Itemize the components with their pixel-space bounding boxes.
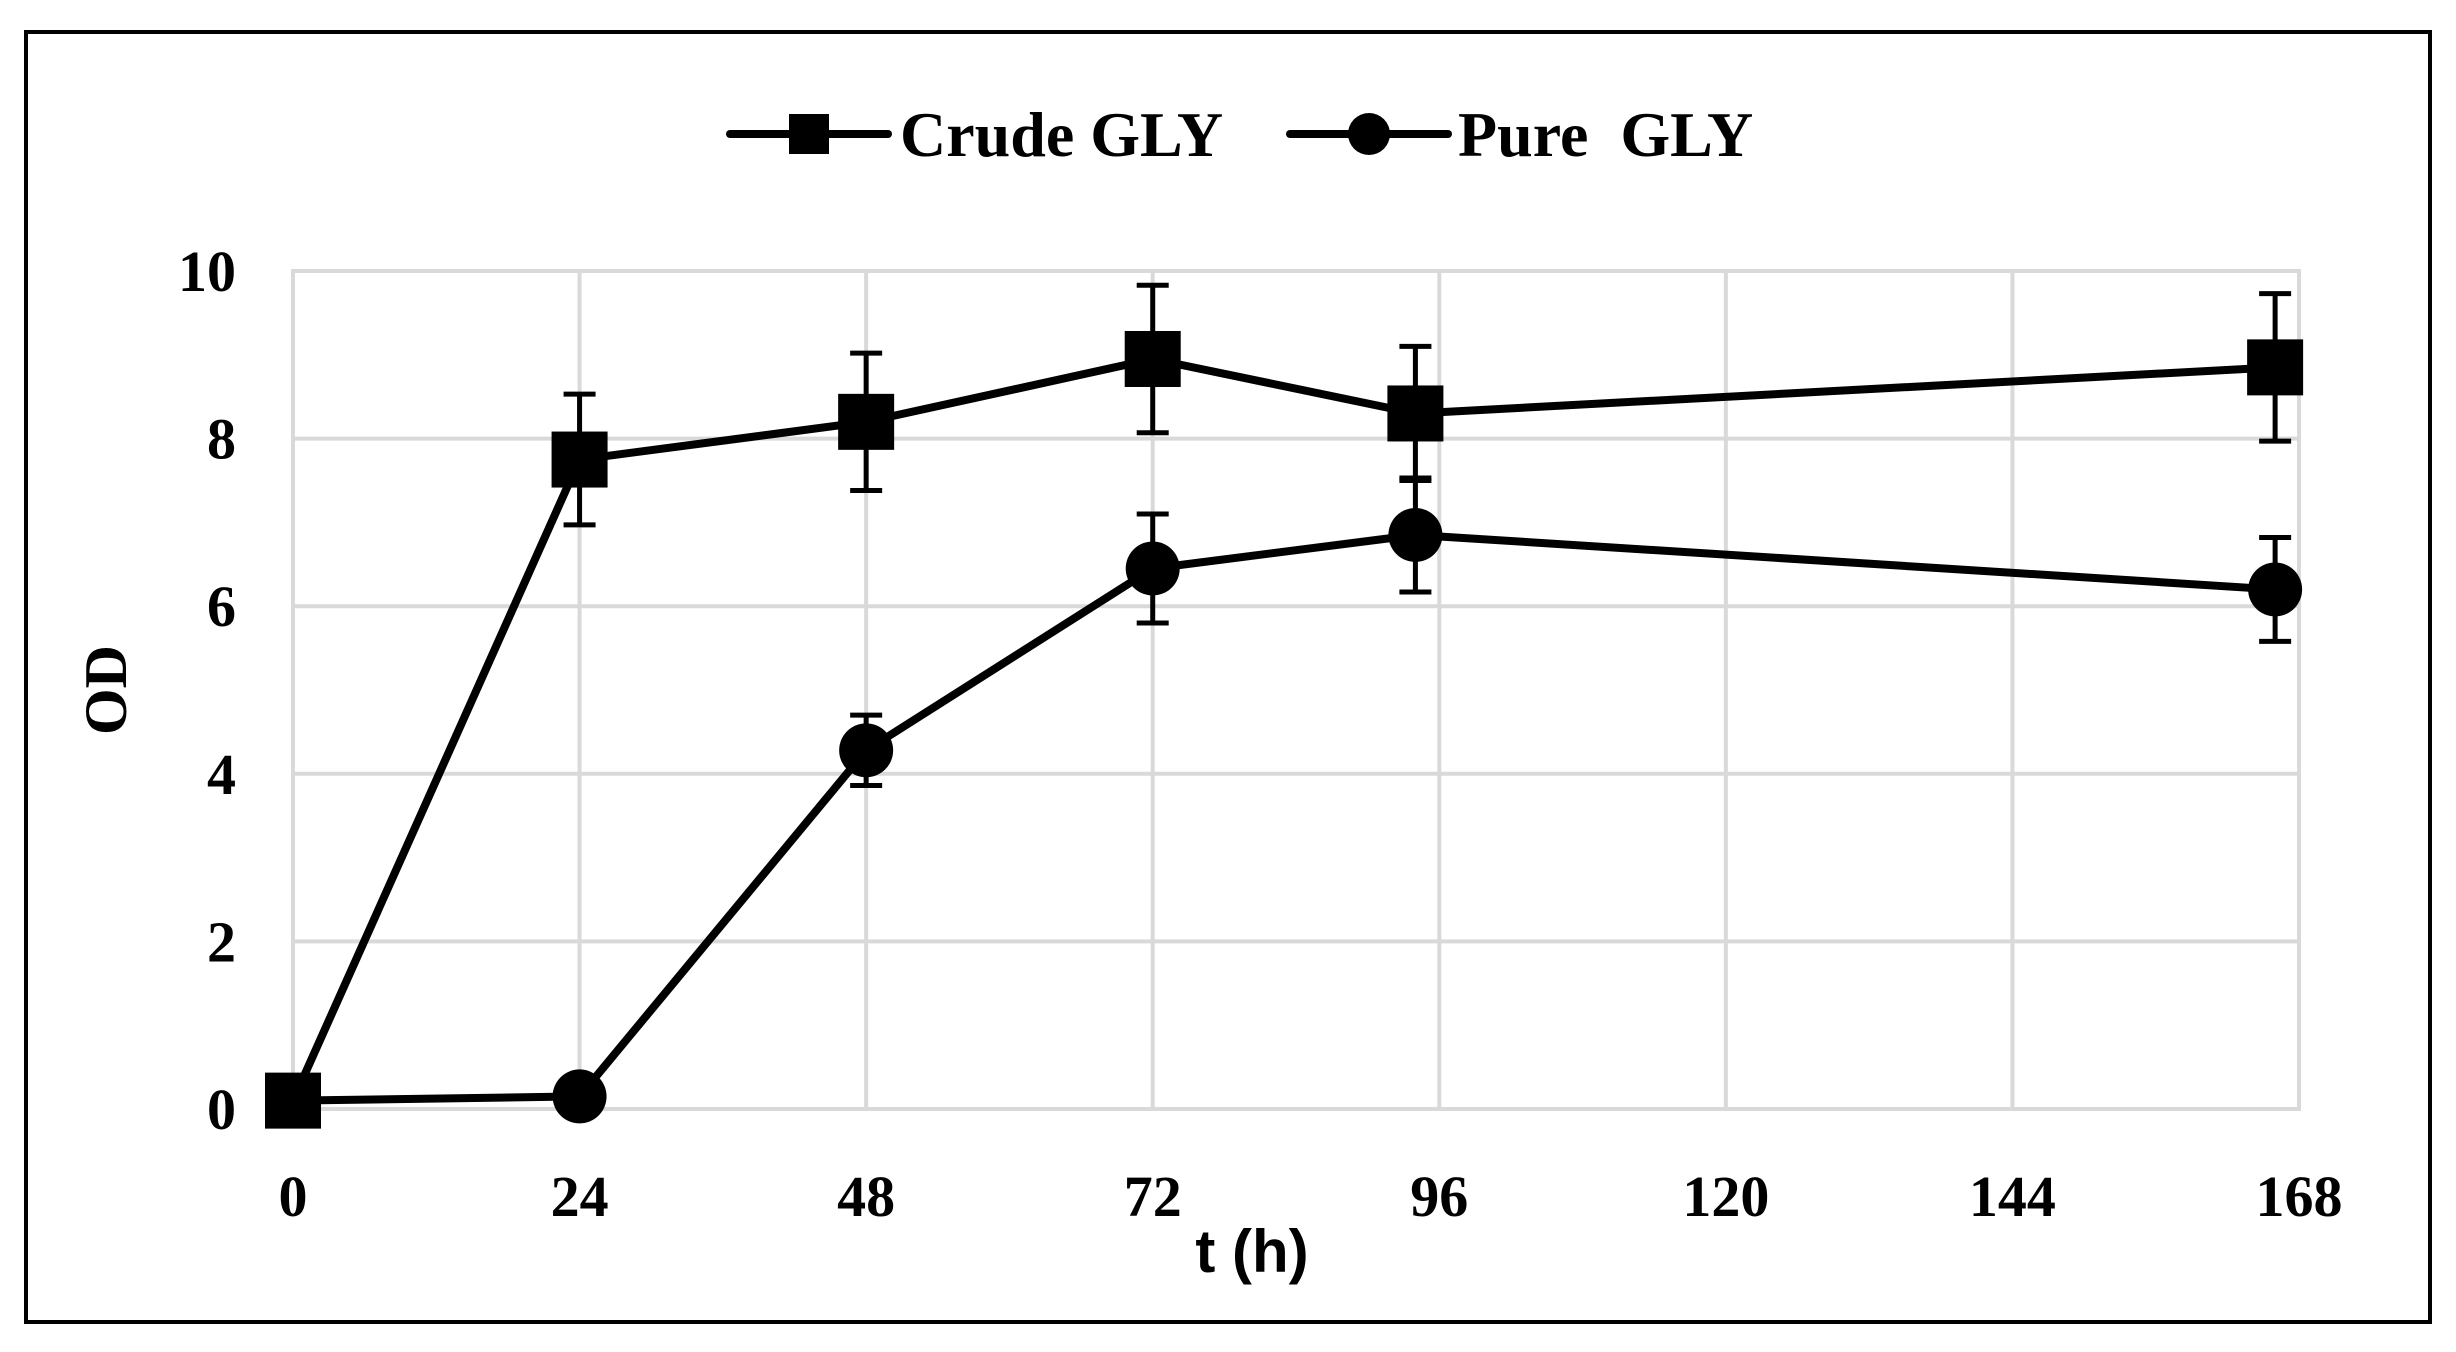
marker-pure-gly-3 bbox=[1125, 541, 1180, 596]
legend-label-pure-gly: Pure GLY bbox=[1458, 99, 1753, 170]
marker-crude-gly-2 bbox=[838, 393, 895, 450]
x-tick-labels: 0 24 48 72 96 120 144 168 bbox=[279, 1164, 2343, 1229]
data-markers bbox=[265, 330, 2304, 1129]
legend-marker-circle-icon bbox=[1348, 113, 1390, 155]
x-tick-label-120: 120 bbox=[1682, 1164, 1769, 1229]
marker-crude-gly-1 bbox=[551, 431, 608, 488]
series-lines bbox=[289, 354, 2276, 1105]
series-line-crude-gly bbox=[289, 354, 2276, 1103]
outer-frame bbox=[24, 30, 2432, 1324]
x-tick-label-0: 0 bbox=[279, 1164, 308, 1229]
x-axis-title: t (h) bbox=[1195, 1218, 1308, 1285]
legend-label-crude-gly: Crude GLY bbox=[900, 99, 1223, 170]
series-line-pure-gly bbox=[292, 530, 2276, 1105]
y-tick-labels: 0 2 4 6 8 10 bbox=[178, 239, 236, 1142]
y-tick-label-8: 8 bbox=[207, 407, 236, 472]
x-tick-label-24: 24 bbox=[551, 1164, 609, 1229]
marker-crude-gly-5 bbox=[2247, 339, 2304, 396]
marker-pure-gly-1 bbox=[552, 1069, 607, 1124]
y-tick-label-4: 4 bbox=[207, 742, 236, 807]
legend: Crude GLY Pure GLY bbox=[726, 99, 1753, 170]
legend-entry-pure-gly: Pure GLY bbox=[1286, 99, 1753, 170]
marker-crude-gly-3 bbox=[1124, 330, 1181, 387]
marker-pure-gly-5 bbox=[2248, 562, 2303, 617]
y-tick-label-6: 6 bbox=[207, 574, 236, 639]
legend-marker-square-icon bbox=[789, 114, 829, 154]
legend-entry-crude-gly: Crude GLY bbox=[726, 99, 1223, 170]
marker-pure-gly-0 bbox=[266, 1073, 320, 1128]
marker-pure-gly-4 bbox=[1388, 507, 1443, 562]
grid-lines bbox=[291, 269, 2301, 1111]
x-tick-label-168: 168 bbox=[2256, 1164, 2343, 1229]
y-tick-label-10: 10 bbox=[178, 239, 236, 304]
x-tick-label-96: 96 bbox=[1410, 1164, 1468, 1229]
x-tick-label-48: 48 bbox=[837, 1164, 895, 1229]
marker-pure-gly-2 bbox=[839, 723, 894, 778]
y-tick-label-0: 0 bbox=[207, 1077, 236, 1142]
y-axis-title: OD bbox=[73, 645, 139, 735]
x-tick-label-72: 72 bbox=[1124, 1164, 1182, 1229]
y-tick-label-2: 2 bbox=[207, 909, 236, 974]
marker-crude-gly-4 bbox=[1387, 385, 1444, 442]
plot-area bbox=[291, 269, 2301, 1111]
x-tick-label-144: 144 bbox=[1969, 1164, 2056, 1229]
